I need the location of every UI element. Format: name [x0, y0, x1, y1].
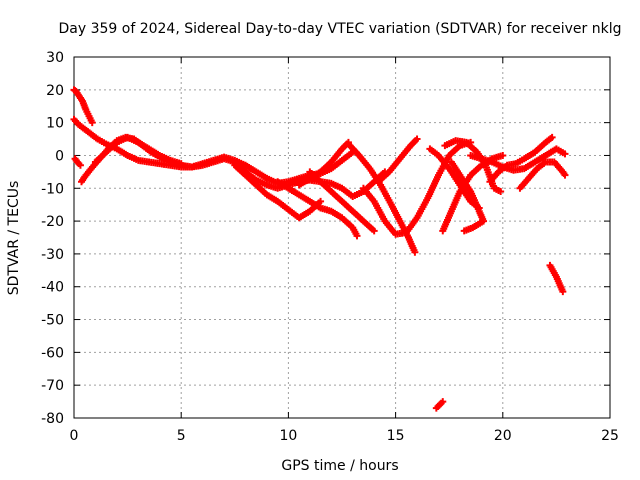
data-point — [559, 288, 567, 296]
series-arc5 — [91, 133, 185, 168]
grid-lines — [74, 57, 610, 418]
series-arc19 — [516, 158, 569, 192]
data-point — [411, 248, 419, 256]
series-arc16 — [447, 158, 488, 235]
y-tick-label: -60 — [41, 345, 64, 361]
series-arc7 — [274, 178, 361, 240]
series-arc11 — [359, 138, 475, 238]
x-axis-label: GPS time / hours — [281, 458, 398, 474]
series-arc1 — [70, 86, 96, 127]
y-tick-label: -20 — [41, 214, 64, 230]
axis-ticks: 0 5 10 15 20 25 -80 -70 -60 -50 -40 -30 -20 -10 0 10 20 3… — [41, 50, 619, 444]
chart-title: Day 359 of 2024, Sidereal Day-to-day VTE… — [59, 21, 622, 37]
y-axis-label: SDTVAR / TECUs — [6, 181, 22, 296]
data-point — [561, 171, 569, 179]
data-point — [499, 151, 507, 159]
data-point — [548, 133, 556, 141]
series-arc12 — [374, 135, 421, 186]
data-point — [317, 197, 325, 205]
y-tick-label: 0 — [55, 148, 64, 164]
data-point — [460, 227, 468, 235]
x-tick-label: 0 — [70, 428, 79, 444]
data-point — [88, 119, 96, 127]
series-arc21 — [432, 398, 447, 412]
y-tick-label: -80 — [41, 411, 64, 427]
series-arc18 — [486, 133, 556, 186]
data-point — [76, 161, 84, 169]
x-tick-label: 25 — [601, 428, 619, 444]
series-arc10 — [344, 140, 419, 256]
data-point — [497, 188, 505, 196]
series-arc20 — [546, 261, 567, 296]
data-marks — [70, 86, 569, 412]
data-point — [561, 150, 569, 158]
data-point — [353, 232, 361, 240]
series-arc3 — [71, 155, 84, 169]
y-tick-label: 20 — [46, 83, 64, 99]
y-tick-label: -40 — [41, 280, 64, 296]
data-point — [439, 398, 447, 406]
x-tick-label: 10 — [279, 428, 297, 444]
series-arc9 — [306, 168, 378, 235]
data-point — [413, 135, 421, 143]
x-tick-label: 20 — [494, 428, 512, 444]
y-tick-label: 10 — [46, 116, 64, 132]
y-tick-label: -30 — [41, 247, 64, 263]
x-tick-label: 15 — [387, 428, 405, 444]
data-point — [177, 160, 185, 168]
y-tick-label: 30 — [46, 50, 64, 66]
x-tick-label: 5 — [177, 428, 186, 444]
y-tick-label: -50 — [41, 313, 64, 329]
y-tick-label: -70 — [41, 378, 64, 394]
data-point — [370, 227, 378, 235]
y-tick-label: -10 — [41, 181, 64, 197]
plot-area-border — [73, 56, 611, 419]
